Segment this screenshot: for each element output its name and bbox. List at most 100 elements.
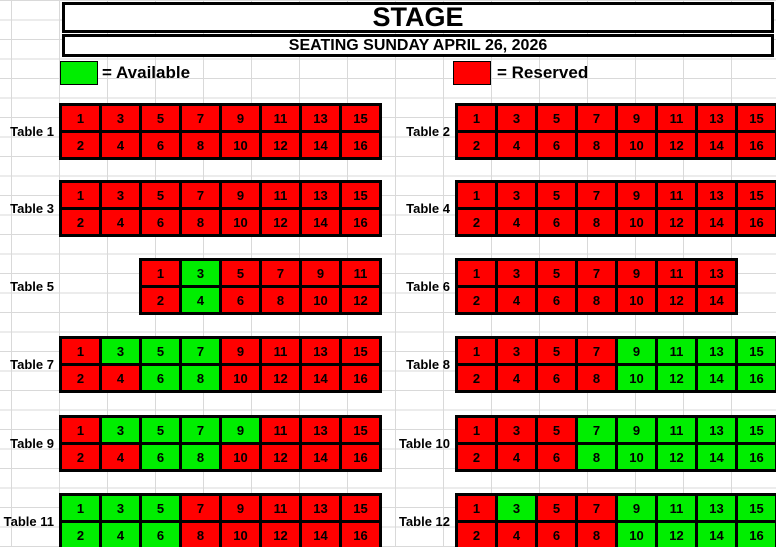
seat-cell[interactable]: 3 xyxy=(498,106,535,130)
seat-cell[interactable]: 9 xyxy=(222,183,259,207)
seat-cell[interactable]: 4 xyxy=(498,210,535,234)
seat-cell[interactable]: 11 xyxy=(658,418,695,442)
seat-cell[interactable]: 8 xyxy=(578,366,615,390)
seat-cell[interactable]: 13 xyxy=(698,183,735,207)
seat-cell[interactable]: 4 xyxy=(498,288,535,312)
seat-cell[interactable]: 6 xyxy=(538,366,575,390)
seat-cell[interactable]: 11 xyxy=(262,106,299,130)
seat-cell[interactable]: 5 xyxy=(222,261,259,285)
seat-cell[interactable]: 14 xyxy=(302,523,339,547)
seat-cell[interactable]: 8 xyxy=(578,210,615,234)
seat-cell[interactable]: 15 xyxy=(738,183,775,207)
seat-cell[interactable]: 9 xyxy=(222,106,259,130)
seat-cell[interactable]: 9 xyxy=(618,339,655,363)
seat-cell[interactable]: 12 xyxy=(262,133,299,157)
seat-cell[interactable]: 2 xyxy=(458,133,495,157)
seat-cell[interactable]: 15 xyxy=(342,106,379,130)
seat-cell[interactable]: 3 xyxy=(102,183,139,207)
seat-cell[interactable]: 5 xyxy=(538,106,575,130)
seat-cell[interactable]: 14 xyxy=(698,445,735,469)
seat-cell[interactable]: 3 xyxy=(498,418,535,442)
seat-cell[interactable]: 5 xyxy=(538,183,575,207)
seat-cell[interactable]: 3 xyxy=(498,496,535,520)
seat-cell[interactable]: 8 xyxy=(578,133,615,157)
seat-cell[interactable]: 7 xyxy=(182,183,219,207)
seat-cell[interactable]: 11 xyxy=(658,183,695,207)
seat-cell[interactable]: 15 xyxy=(738,339,775,363)
seat-cell[interactable]: 15 xyxy=(342,496,379,520)
seat-cell[interactable]: 16 xyxy=(342,445,379,469)
seat-cell[interactable]: 2 xyxy=(142,288,179,312)
seat-cell[interactable]: 5 xyxy=(142,418,179,442)
seat-cell[interactable]: 1 xyxy=(62,183,99,207)
seat-cell[interactable]: 10 xyxy=(618,210,655,234)
seat-cell[interactable]: 7 xyxy=(578,261,615,285)
seat-cell[interactable]: 12 xyxy=(342,288,379,312)
seat-cell[interactable]: 13 xyxy=(698,339,735,363)
seat-cell[interactable]: 14 xyxy=(302,366,339,390)
seat-cell[interactable]: 4 xyxy=(102,445,139,469)
seat-cell[interactable]: 3 xyxy=(498,339,535,363)
seat-cell[interactable]: 1 xyxy=(458,106,495,130)
seat-cell[interactable]: 2 xyxy=(62,133,99,157)
seat-cell[interactable]: 8 xyxy=(578,445,615,469)
seat-cell[interactable]: 9 xyxy=(618,183,655,207)
seat-cell[interactable]: 12 xyxy=(262,523,299,547)
seat-cell[interactable]: 14 xyxy=(698,133,735,157)
seat-cell[interactable]: 15 xyxy=(738,106,775,130)
seat-cell[interactable]: 4 xyxy=(102,523,139,547)
seat-cell[interactable]: 5 xyxy=(142,106,179,130)
seat-cell[interactable]: 13 xyxy=(302,496,339,520)
seat-cell[interactable]: 13 xyxy=(302,418,339,442)
seat-cell[interactable]: 8 xyxy=(262,288,299,312)
seat-cell[interactable]: 3 xyxy=(498,261,535,285)
seat-cell[interactable]: 10 xyxy=(222,210,259,234)
seat-cell[interactable]: 15 xyxy=(738,496,775,520)
seat-cell[interactable]: 9 xyxy=(222,418,259,442)
seat-cell[interactable]: 2 xyxy=(62,523,99,547)
seat-cell[interactable]: 7 xyxy=(182,496,219,520)
seat-cell[interactable]: 9 xyxy=(302,261,339,285)
seat-cell[interactable]: 13 xyxy=(698,496,735,520)
seat-cell[interactable]: 10 xyxy=(618,445,655,469)
seat-cell[interactable]: 6 xyxy=(142,523,179,547)
seat-cell[interactable]: 11 xyxy=(658,496,695,520)
seat-cell[interactable]: 2 xyxy=(458,366,495,390)
seat-cell[interactable]: 1 xyxy=(62,496,99,520)
seat-cell[interactable]: 11 xyxy=(262,496,299,520)
seat-cell[interactable]: 16 xyxy=(738,445,775,469)
seat-cell[interactable]: 13 xyxy=(302,183,339,207)
seat-cell[interactable]: 9 xyxy=(618,496,655,520)
seat-cell[interactable]: 4 xyxy=(182,288,219,312)
seat-cell[interactable]: 6 xyxy=(222,288,259,312)
seat-cell[interactable]: 9 xyxy=(222,339,259,363)
seat-cell[interactable]: 1 xyxy=(62,106,99,130)
seat-cell[interactable]: 2 xyxy=(458,523,495,547)
seat-cell[interactable]: 6 xyxy=(538,210,575,234)
seat-cell[interactable]: 7 xyxy=(578,183,615,207)
seat-cell[interactable]: 6 xyxy=(142,133,179,157)
seat-cell[interactable]: 8 xyxy=(182,210,219,234)
seat-cell[interactable]: 7 xyxy=(578,339,615,363)
seat-cell[interactable]: 7 xyxy=(182,339,219,363)
seat-cell[interactable]: 16 xyxy=(738,523,775,547)
seat-cell[interactable]: 15 xyxy=(342,183,379,207)
seat-cell[interactable]: 15 xyxy=(342,339,379,363)
seat-cell[interactable]: 16 xyxy=(342,523,379,547)
seat-cell[interactable]: 7 xyxy=(262,261,299,285)
seat-cell[interactable]: 12 xyxy=(262,210,299,234)
seat-cell[interactable]: 7 xyxy=(578,106,615,130)
seat-cell[interactable]: 4 xyxy=(498,133,535,157)
seat-cell[interactable]: 5 xyxy=(538,418,575,442)
seat-cell[interactable]: 14 xyxy=(302,133,339,157)
seat-cell[interactable]: 13 xyxy=(698,418,735,442)
seat-cell[interactable]: 10 xyxy=(618,366,655,390)
seat-cell[interactable]: 16 xyxy=(342,133,379,157)
seat-cell[interactable]: 13 xyxy=(698,106,735,130)
seat-cell[interactable]: 3 xyxy=(102,418,139,442)
seat-cell[interactable]: 12 xyxy=(658,523,695,547)
seat-cell[interactable]: 10 xyxy=(618,288,655,312)
seat-cell[interactable]: 12 xyxy=(262,366,299,390)
seat-cell[interactable]: 12 xyxy=(262,445,299,469)
seat-cell[interactable]: 4 xyxy=(498,523,535,547)
